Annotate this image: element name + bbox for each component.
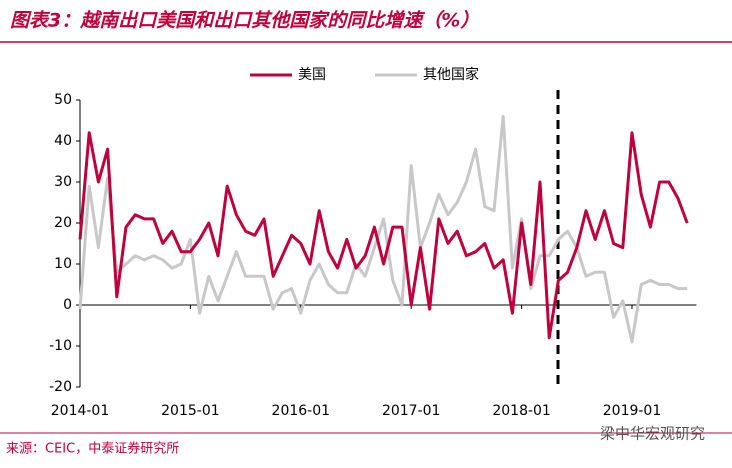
legend-label: 美国	[298, 67, 326, 83]
x-tick-label: 2019-01	[603, 403, 662, 419]
y-tick-label: 40	[54, 133, 72, 149]
legend-label: 其他国家	[423, 66, 479, 83]
source: 来源：CEIC，中泰证券研究所	[6, 441, 179, 457]
chart-title: 图表3：越南出口美国和出口其他国家的同比增速（%）	[10, 10, 479, 32]
x-tick-label: 2016-01	[272, 403, 331, 419]
y-tick-label: 30	[54, 174, 72, 190]
x-tick-label: 2014-01	[51, 403, 110, 419]
y-tick-label: -20	[49, 379, 72, 395]
x-tick-label: 2017-01	[382, 403, 441, 419]
y-tick-label: 0	[63, 297, 72, 313]
series-line	[78, 131, 689, 340]
x-tick-label: 2018-01	[492, 403, 551, 419]
y-tick-label: 20	[54, 215, 72, 231]
y-tick-label: -10	[49, 338, 72, 354]
series-line	[78, 114, 688, 344]
y-tick-label: 50	[54, 92, 72, 108]
y-tick-label: 10	[54, 256, 72, 272]
x-tick-label: 2015-01	[161, 403, 220, 419]
watermark: 梁中华宏观研究	[600, 425, 705, 443]
